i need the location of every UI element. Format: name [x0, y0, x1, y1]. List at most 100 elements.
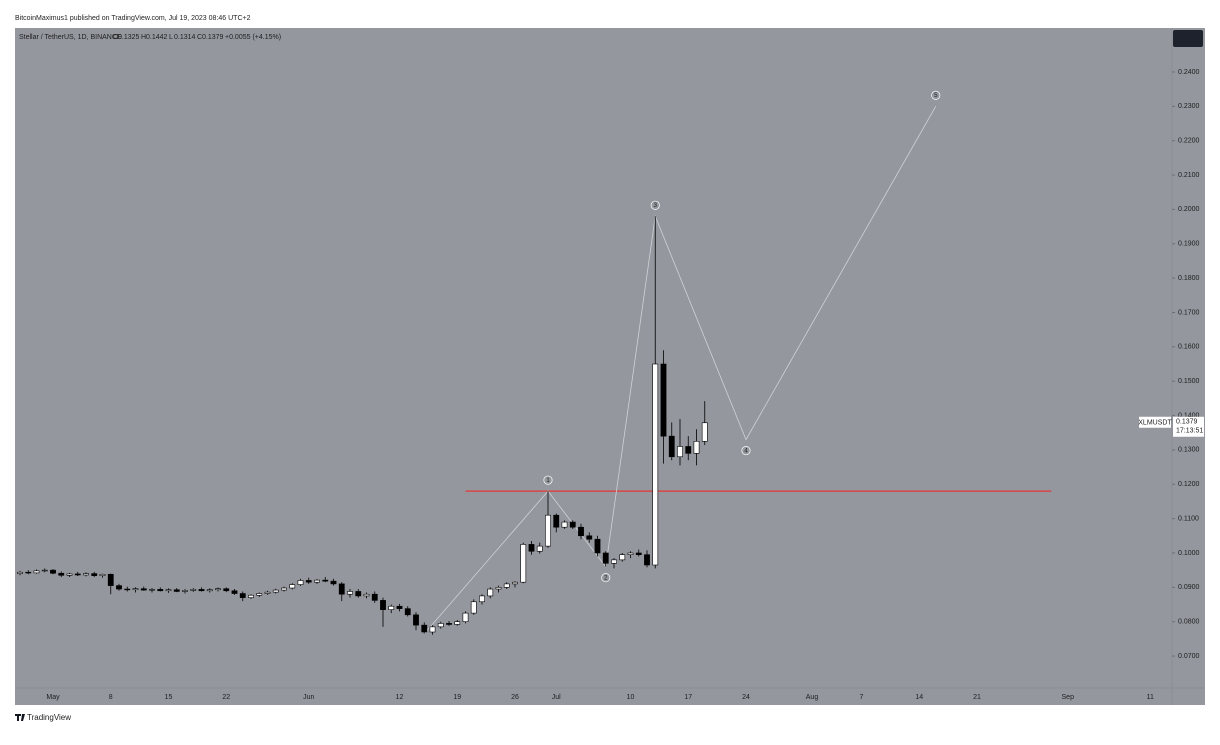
candle-body — [190, 589, 197, 591]
candle-body — [446, 623, 452, 625]
x-tick-label: 26 — [511, 694, 519, 701]
candle-body — [74, 573, 81, 576]
candle-body — [569, 521, 576, 528]
candle-body — [602, 552, 609, 564]
candle-body — [322, 579, 329, 582]
x-tick-label: 12 — [396, 694, 404, 701]
wave-label: 1 — [546, 478, 550, 484]
candle-body — [99, 573, 106, 576]
candle-body — [66, 573, 73, 576]
candle-body — [429, 626, 436, 633]
chart-title: Stellar / TetherUS, 1D, BINANCE — [19, 34, 122, 41]
x-tick-label: 24 — [742, 694, 750, 701]
brand-logo — [15, 714, 25, 721]
countdown: 17:13:51 — [1176, 428, 1203, 435]
x-tick-label: 11 — [1147, 694, 1154, 701]
y-tick-label: 0.1900 — [1178, 241, 1200, 248]
y-tick-label: 0.2300 — [1178, 103, 1200, 110]
ohlc-letter: H — [141, 34, 146, 41]
x-tick-label: 21 — [973, 694, 981, 701]
candle-body — [281, 587, 287, 591]
candle-body — [25, 571, 32, 574]
last-price: 0.1379 — [1176, 419, 1198, 426]
ohlc-value: 0.1325 — [118, 34, 140, 41]
brand: TradingView — [27, 713, 71, 722]
plot: 0.0700 0.0800 0.0900 0.1000 0.1100 0.1200 0.13… — [17, 69, 1204, 701]
candle-body — [41, 569, 48, 572]
y-tick-label: 0.1400 — [1178, 412, 1200, 419]
candle-body — [479, 595, 485, 603]
symbol-label: XLMUSDT — [1138, 420, 1172, 427]
wave-marker — [543, 475, 553, 485]
x-tick-label: 22 — [222, 694, 230, 701]
menu-button[interactable] — [1173, 30, 1203, 47]
y-tick-label: 0.0700 — [1178, 653, 1200, 660]
candle-body — [404, 608, 411, 616]
candle-body — [644, 554, 650, 566]
candle-body — [652, 363, 659, 566]
candle-body — [685, 446, 692, 454]
candle-body — [660, 363, 667, 437]
candle-body — [107, 573, 114, 586]
y-tick-label: 0.1000 — [1178, 550, 1200, 557]
candle-body — [314, 579, 320, 583]
candle-body — [17, 571, 23, 574]
ohlc-value: 0.1314 — [174, 34, 196, 41]
candle-body — [454, 621, 461, 625]
candle-body — [388, 605, 395, 610]
symbol-tag — [1139, 416, 1171, 428]
candle-body — [528, 544, 535, 552]
y-tick-label: 0.1700 — [1178, 309, 1200, 316]
candle-body — [256, 593, 263, 596]
candle-body — [165, 589, 172, 592]
candle-body — [413, 614, 419, 626]
candle-body — [520, 544, 527, 583]
publisher: BitcoinMaximus1 published on TradingView… — [15, 15, 251, 22]
y-tick-label: 0.1800 — [1178, 275, 1200, 282]
y-tick-label: 0.1600 — [1178, 344, 1200, 351]
candle-body — [132, 588, 139, 591]
y-tick-label: 0.0800 — [1178, 619, 1200, 626]
x-tick-label: Jun — [303, 694, 314, 701]
candle-body — [305, 580, 312, 583]
candle-body — [33, 570, 40, 574]
candle-body — [289, 584, 296, 589]
candle-body — [536, 545, 543, 552]
x-tick-label: 7 — [860, 694, 864, 701]
candle-body — [553, 514, 560, 528]
wave-marker — [650, 200, 660, 210]
candle-body — [495, 587, 502, 590]
candle-body — [701, 422, 708, 442]
candle-body — [149, 589, 155, 591]
ohlc-letter: C — [197, 34, 202, 41]
candle-body — [124, 588, 131, 591]
wave-label: 4 — [744, 448, 748, 454]
wave-marker — [931, 90, 941, 100]
candle-body — [223, 588, 230, 592]
x-tick-label: Aug — [806, 694, 819, 701]
candle-body — [272, 589, 279, 593]
candle-body — [206, 589, 213, 592]
candle-body — [677, 446, 683, 458]
y-tick-label: 0.1300 — [1178, 447, 1200, 454]
y-tick-label: 0.0900 — [1178, 584, 1200, 591]
candle-body — [380, 600, 386, 610]
candle-body — [173, 589, 180, 592]
candle-body — [50, 569, 56, 574]
candle-body — [627, 552, 634, 555]
candle-body — [231, 590, 238, 594]
candle-body — [248, 594, 254, 598]
y-tick-label: 0.2400 — [1178, 69, 1200, 76]
candle-body — [578, 526, 584, 537]
candle-body — [396, 605, 403, 609]
candle-body — [371, 593, 378, 601]
candle-body — [91, 573, 98, 576]
y-tick-label: 0.2100 — [1178, 172, 1200, 179]
x-tick-label: Sep — [1062, 694, 1075, 701]
candle-body — [58, 572, 65, 576]
candle-body — [668, 435, 675, 458]
wave-marker — [601, 573, 611, 583]
